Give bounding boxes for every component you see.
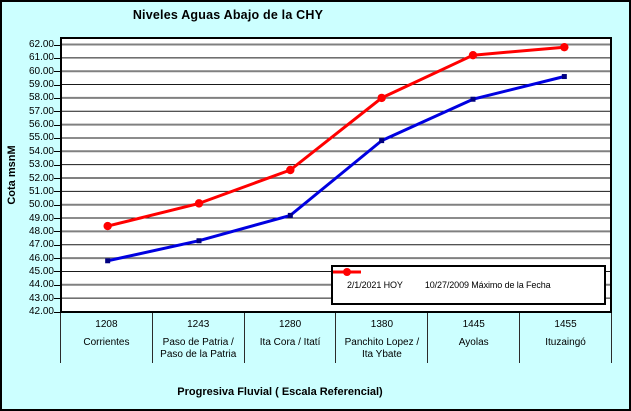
y-tick-mark [54, 111, 61, 113]
plot-area: 2/1/2021 HOY 10/27/2009 Máximo de la Fec… [60, 37, 612, 313]
y-tick-mark [54, 97, 61, 99]
y-tick-mark [54, 178, 61, 179]
y-tick-mark [54, 311, 61, 313]
y-tick-label-58.00: 58.00 [28, 92, 54, 104]
y-tick-label-51.00: 51.00 [28, 185, 54, 197]
plot-svg [62, 42, 610, 299]
y-tick-label-48.00: 48.00 [28, 225, 54, 237]
category-progresiva: 1280 [278, 319, 302, 330]
category-cell-5: 1455 Ituzaingó [519, 313, 612, 363]
category-name: Panchito Lopez / Ita Ybate [344, 337, 420, 360]
y-tick-mark [54, 137, 61, 139]
y-tick-mark [54, 124, 61, 126]
y-tick-mark [54, 204, 61, 206]
y-tick-label-53.00: 53.00 [28, 159, 54, 171]
series-line-1 [106, 45, 566, 228]
category-cell-2: 1280 Ita Cora / Itatí [243, 313, 336, 363]
y-tick-mark [54, 57, 61, 59]
y-tick-label-61.00: 61.00 [28, 52, 54, 64]
category-cell-0: 1208 Corrientes [60, 313, 152, 363]
y-tick-label-60.00: 60.00 [28, 65, 54, 77]
category-name: Ayolas [458, 337, 489, 348]
y-tick-label-44.00: 44.00 [28, 279, 54, 291]
y-tick-label-56.00: 56.00 [28, 119, 54, 131]
data-point-s1-0 [103, 221, 112, 231]
series-line-0 [106, 75, 566, 263]
y-tick-mark [54, 71, 61, 73]
data-point-s0-4 [470, 96, 476, 102]
y-tick-mark [54, 298, 61, 300]
y-tick-mark [54, 284, 61, 286]
chart-title: Niveles Aguas Abajo de la CHY [132, 8, 324, 22]
y-tick-label-54.00: 54.00 [28, 145, 54, 157]
x-axis-title: Progresiva Fluvial ( Escala Referencial) [177, 386, 383, 398]
y-tick-label-45.00: 45.00 [28, 265, 54, 277]
legend-label-maximo: 10/27/2009 Máximo de la Fecha [424, 280, 551, 290]
y-tick-mark [54, 164, 61, 166]
y-tick-label-46.00: 46.00 [28, 252, 54, 264]
category-progresiva: 1208 [95, 319, 118, 330]
y-tick-mark [54, 84, 61, 86]
y-tick-mark [54, 244, 61, 246]
category-name: Ituzaingó [545, 337, 586, 348]
legend-entry-hoy: 2/1/2021 HOY [333, 269, 403, 290]
y-tick-label-47.00: 47.00 [28, 239, 54, 251]
category-cell-3: 1380 Panchito Lopez / Ita Ybate [335, 313, 427, 363]
data-point-s0-2 [287, 212, 293, 218]
y-tick-label-59.00: 59.00 [28, 79, 54, 91]
category-cell-1: 1243 Paso de Patria / Paso de la Patria [151, 313, 244, 363]
data-point-s0-3 [379, 138, 385, 144]
data-point-s1-1 [194, 199, 204, 208]
data-point-s1-3 [377, 93, 386, 103]
data-point-s1-4 [468, 50, 478, 60]
data-point-s0-5 [561, 74, 567, 80]
category-name: Paso de Patria / Paso de la Patria [160, 337, 237, 360]
y-tick-mark [54, 218, 61, 220]
y-tick-mark [54, 44, 61, 46]
category-progresiva: 1380 [370, 319, 394, 330]
y-tick-mark [54, 258, 61, 260]
data-point-s0-0 [105, 258, 111, 264]
y-tick-label-55.00: 55.00 [28, 132, 54, 144]
category-progresiva: 1455 [554, 319, 577, 330]
y-tick-mark [54, 271, 61, 273]
category-name: Corrientes [83, 337, 130, 348]
data-point-s1-5 [560, 42, 569, 52]
category-progresiva: 1445 [462, 319, 485, 330]
y-tick-label-50.00: 50.00 [28, 199, 54, 211]
legend-label-hoy: 2/1/2021 HOY [347, 280, 403, 290]
legend-entry-maximo: 10/27/2009 Máximo de la Fecha [333, 268, 551, 290]
category-progresiva: 1243 [187, 319, 210, 330]
x-axis-category-labels: 1208 Corrientes 1243 Paso de Patria / Paso … [60, 313, 612, 363]
y-tick-label-57.00: 57.00 [28, 105, 54, 117]
legend: 2/1/2021 HOY 10/27/2009 Máximo de la Fec… [331, 265, 606, 305]
data-point-s1-2 [286, 165, 295, 175]
y-tick-mark [54, 231, 61, 233]
y-tick-label-43.00: 43.00 [28, 292, 54, 304]
y-tick-mark [54, 151, 61, 153]
y-tick-label-62.00: 62.00 [28, 39, 54, 50]
category-name: Ita Cora / Itatí [259, 337, 321, 348]
y-tick-label-49.00: 49.00 [28, 212, 54, 224]
category-cell-4: 1445 Ayolas [427, 313, 519, 363]
y-tick-mark [54, 191, 61, 193]
y-tick-label-42.00: 42.00 [28, 306, 54, 317]
y-tick-label-52.00: 52.00 [28, 172, 54, 184]
data-point-s0-1 [196, 238, 202, 244]
